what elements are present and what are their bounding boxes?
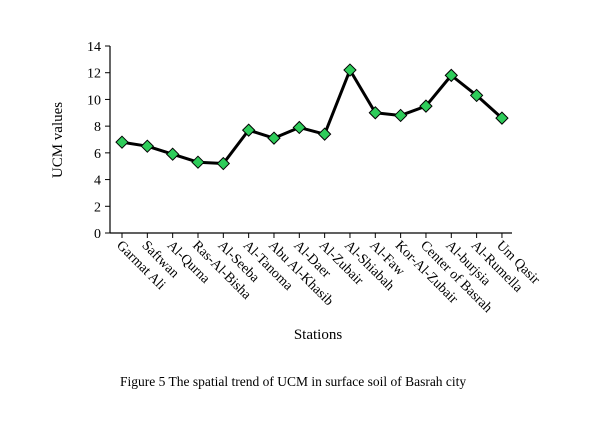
data-point [393, 108, 408, 123]
y-tick-label: 6 [94, 147, 101, 162]
data-point [368, 106, 383, 120]
data-point [495, 111, 509, 125]
data-point [216, 156, 231, 171]
ucm-line-chart: 0 2 4 6 8 10 12 14 Garmat AliSaftwanAl-QurnaRas… [50, 40, 543, 343]
series-line [121, 68, 503, 166]
data-point [444, 68, 458, 83]
x-axis-ticks: Garmat AliSaftwanAl-QurnaRas-Al-BishaAl-… [113, 233, 543, 316]
data-point [241, 123, 256, 137]
y-axis-ticks: 0 2 4 6 8 10 12 14 [87, 40, 110, 242]
data-series [115, 63, 509, 171]
data-point [419, 99, 433, 113]
data-point [140, 139, 155, 153]
x-axis-label: Stations [294, 327, 343, 343]
chart-axes [109, 46, 512, 234]
data-point [267, 131, 281, 145]
data-point [115, 135, 129, 149]
y-tick-label: 14 [87, 40, 101, 55]
y-tick-label: 4 [94, 174, 101, 189]
data-point [165, 147, 180, 161]
y-tick-label: 8 [94, 120, 101, 135]
data-point [469, 88, 484, 103]
data-point [292, 120, 307, 135]
y-tick-label: 2 [94, 200, 101, 215]
data-point [317, 127, 332, 141]
y-axis-label: UCM values [50, 102, 66, 178]
y-tick-label: 10 [87, 93, 101, 108]
data-point [191, 155, 205, 169]
figure-caption: Figure 5 The spatial trend of UCM in sur… [120, 374, 467, 389]
y-tick-label: 0 [94, 227, 101, 242]
data-point [343, 63, 357, 77]
y-tick-label: 12 [87, 67, 101, 82]
